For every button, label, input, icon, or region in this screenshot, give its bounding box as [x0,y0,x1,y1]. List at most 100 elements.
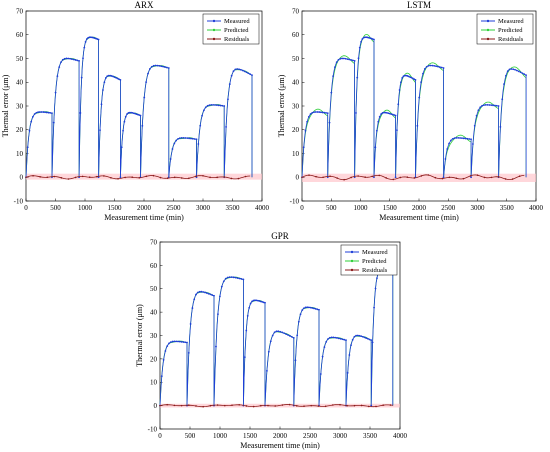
residual-point [110,176,112,179]
residual-point [392,178,395,181]
measured-point [72,58,75,61]
measured-point [479,106,482,109]
measured-point [339,337,342,340]
measured-point [271,334,274,337]
legend-label-measured: Measured [362,249,388,256]
measured-point [223,105,226,107]
measured-point [420,81,423,83]
measured-point [238,277,241,280]
measured-point [296,334,299,337]
measured-point [247,72,250,75]
measured-point [201,114,203,117]
measured-point [517,70,520,73]
measured-point [350,344,352,347]
measured-point [325,340,328,343]
chart-lstm: 0 500 1000 1500 2000 2500 3000 3500 4000-1001020… [277,0,544,222]
residual-point [67,178,70,180]
measured-point [504,74,507,77]
measured-point [438,66,441,68]
measured-point [356,334,359,337]
residual-point [288,403,291,406]
measured-point [177,340,179,343]
measured-point [481,104,483,107]
measured-point [32,115,34,118]
measured-point [252,299,255,302]
legend-marker [486,28,490,32]
measured-point [413,78,416,81]
measured-point [187,351,190,354]
measured-point [353,59,356,62]
measured-point [299,313,302,316]
residual-point [518,175,521,177]
residual-point [216,176,218,179]
measured-point [279,330,282,333]
measured-point [190,137,192,140]
y-tick-label: 0 [296,174,300,182]
residual-point [231,404,233,407]
measured-point [351,59,354,62]
measured-point [184,341,187,344]
measured-point [49,111,52,114]
measured-point [241,69,244,72]
residual-point [368,405,370,408]
measured-point [356,76,359,79]
measured-point [304,129,307,132]
measured-point [311,111,314,114]
measured-point [396,129,398,132]
residual-point [322,176,324,179]
measured-point [390,113,393,115]
residual-point [504,178,507,180]
y-tick-label: -10 [290,197,300,205]
measured-point [162,358,165,361]
residual-point [310,404,313,407]
residual-point [188,177,190,180]
residual-point [131,176,133,179]
x-tick-label: 1000 [354,204,369,212]
measured-point [160,65,163,68]
legend-label-predicted: Predicted [224,27,249,34]
measured-point [368,338,371,341]
measured-point [209,293,212,296]
measured-point [139,114,142,117]
residual-point [346,404,349,407]
measured-point [398,89,401,91]
measured-point [203,109,205,112]
residual-point [413,177,416,179]
measured-point [88,36,91,39]
measured-point [410,76,413,79]
residual-point [371,175,374,178]
measured-point [461,137,463,140]
x-tick-label: 500 [50,204,61,212]
measured-point [307,115,310,118]
measured-point [411,77,414,80]
x-tick-label: 1000 [213,432,228,440]
measured-point [264,301,266,304]
measured-point [240,278,243,280]
x-tick-label: 4000 [393,432,408,440]
x-tick-label: 1500 [383,204,398,212]
residual-point [434,176,437,179]
chart-title: GPR [271,231,289,241]
measured-point [350,59,352,61]
residual-point [375,405,377,408]
legend-marker [486,19,490,23]
measured-point [339,57,342,60]
measured-point [52,121,55,124]
residual-point [317,405,320,407]
measured-point [484,104,487,106]
measured-point [287,334,289,336]
measured-point [191,307,194,309]
measured-point [150,65,153,68]
measured-point [416,124,419,127]
measured-point [186,137,189,140]
measured-point [189,323,192,325]
measured-point [366,337,369,340]
y-tick-label: 50 [150,285,158,293]
residual-point [350,176,352,179]
measured-point [459,137,461,139]
residual-point [188,404,190,406]
measured-point [457,136,460,139]
measured-point [378,115,381,118]
measured-point [215,345,217,348]
measured-point [79,112,82,114]
